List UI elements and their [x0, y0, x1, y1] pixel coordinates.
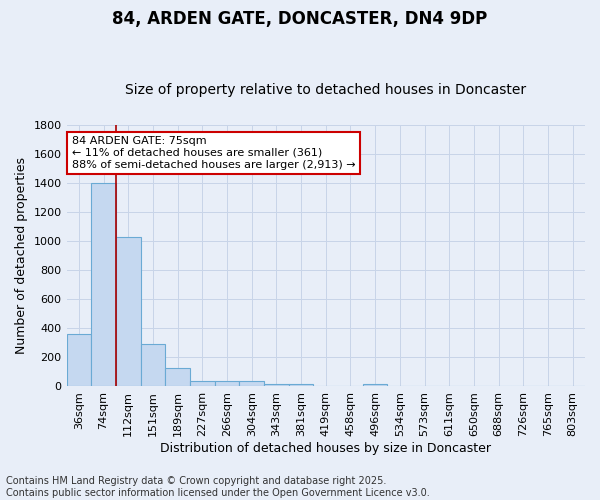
Bar: [363, 384, 388, 386]
Bar: [140, 344, 165, 387]
X-axis label: Distribution of detached houses by size in Doncaster: Distribution of detached houses by size …: [160, 442, 491, 455]
Y-axis label: Number of detached properties: Number of detached properties: [15, 157, 28, 354]
Text: 84 ARDEN GATE: 75sqm
← 11% of detached houses are smaller (361)
88% of semi-deta: 84 ARDEN GATE: 75sqm ← 11% of detached h…: [72, 136, 355, 170]
Bar: [215, 382, 239, 386]
Title: Size of property relative to detached houses in Doncaster: Size of property relative to detached ho…: [125, 83, 526, 97]
Bar: [289, 384, 313, 386]
Bar: [165, 368, 190, 386]
Bar: [67, 334, 91, 386]
Bar: [116, 238, 140, 386]
Bar: [264, 384, 289, 386]
Text: Contains HM Land Registry data © Crown copyright and database right 2025.
Contai: Contains HM Land Registry data © Crown c…: [6, 476, 430, 498]
Bar: [91, 183, 116, 386]
Bar: [239, 382, 264, 386]
Text: 84, ARDEN GATE, DONCASTER, DN4 9DP: 84, ARDEN GATE, DONCASTER, DN4 9DP: [112, 10, 488, 28]
Bar: [190, 380, 215, 386]
